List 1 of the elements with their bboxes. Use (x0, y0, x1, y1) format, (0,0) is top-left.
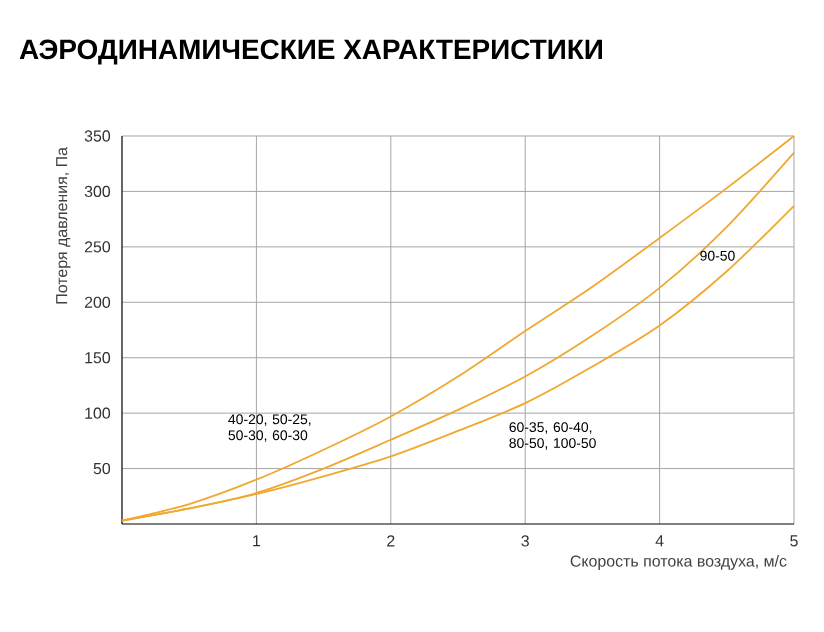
chart-title: АЭРОДИНАМИЧЕСКИЕ ХАРАКТЕРИСТИКИ (19, 39, 602, 65)
